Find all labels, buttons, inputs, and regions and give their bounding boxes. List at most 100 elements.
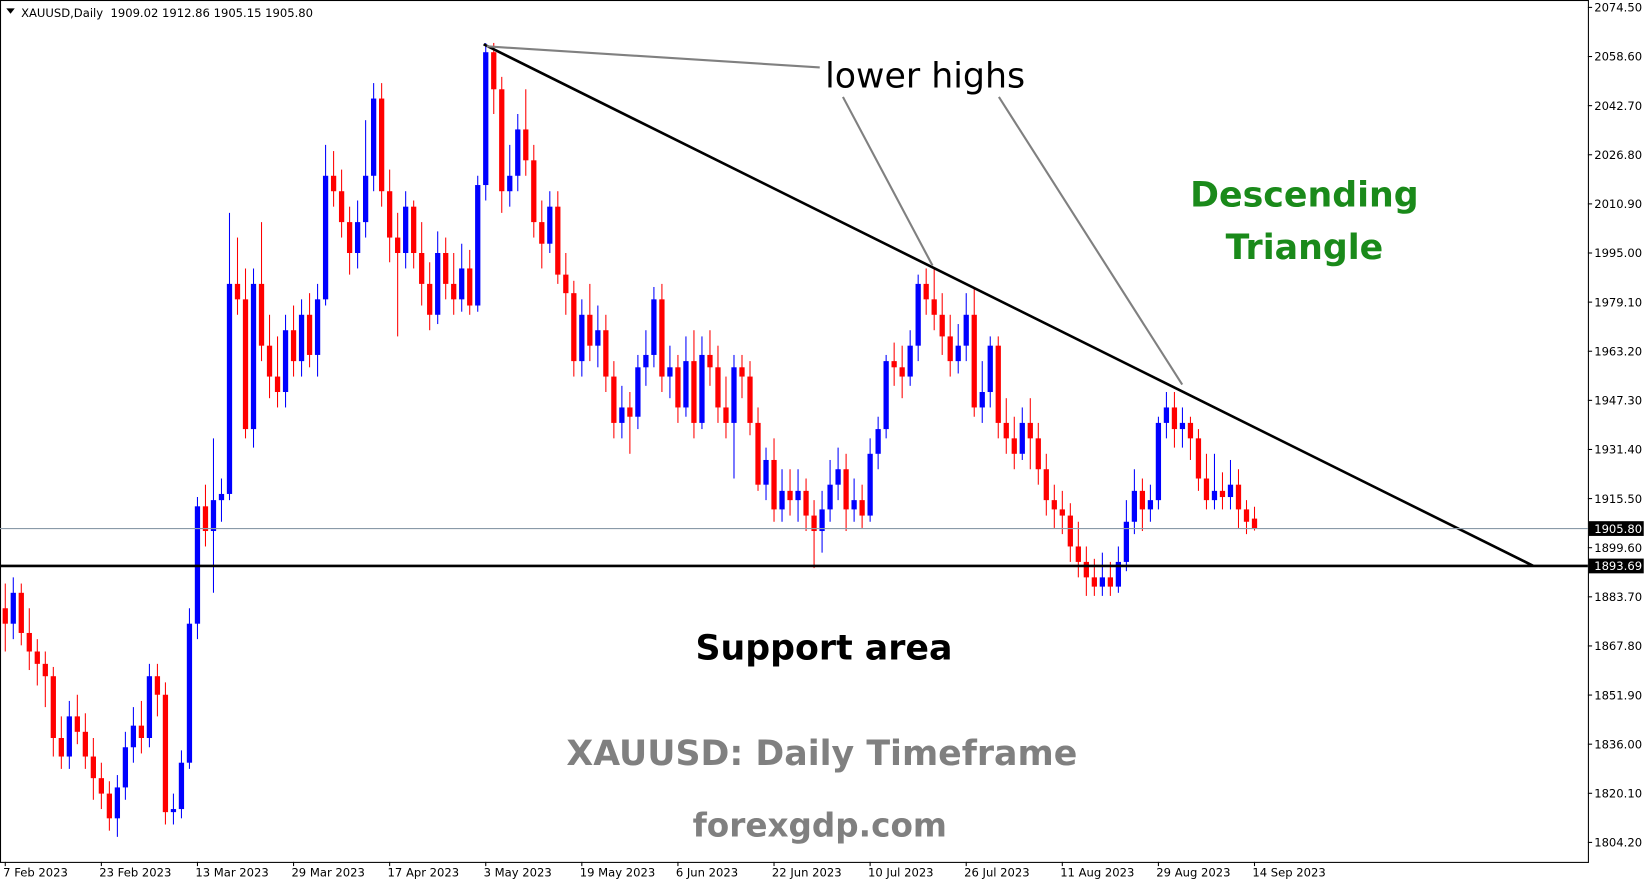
y-tick-label: 1931.40 [1594,443,1642,457]
candle-body [1091,577,1097,587]
y-tick-label: 1915.50 [1594,492,1642,506]
candle-body [515,129,521,176]
x-tick-label: 11 Aug 2023 [1060,866,1134,880]
price-label: 1905.80 [1594,522,1642,536]
candle-body [1227,484,1234,498]
x-tick-label: 23 Feb 2023 [99,866,171,880]
candle-body [403,206,409,254]
candle-body [683,361,689,408]
candle-body [266,345,273,377]
candle-body [947,336,953,362]
candle-body [162,694,169,813]
candle-body [314,299,321,355]
x-tick-label: 3 May 2023 [484,866,552,880]
candle-body [723,407,729,423]
candle-body [739,367,745,377]
x-tick-label: 22 Jun 2023 [772,866,842,880]
candle-body [1179,422,1186,430]
y-tick-label: 1995.00 [1594,246,1642,260]
candle-body [531,160,537,223]
candle-body [787,490,793,501]
candle-body [899,367,905,377]
candle-body [82,731,88,757]
candle-body [859,500,865,516]
candle-body [170,809,177,813]
candle-body [1219,490,1226,498]
candle-body [346,222,353,254]
menu-arrow [6,8,15,14]
candle-body [395,237,401,254]
trend-line [483,43,1534,567]
candle-body [459,268,465,300]
candle-body [1043,469,1049,501]
y-tick-label: 1820.10 [1594,787,1642,801]
candle-body [1067,515,1073,547]
candle-body [387,191,393,238]
x-tick-label: 29 Aug 2023 [1156,866,1230,880]
candle-body [1115,561,1122,587]
candle-body [1003,422,1009,439]
candle-body [282,330,289,393]
candle-body [499,89,505,192]
candle-body [619,407,625,423]
candle-body [579,314,585,362]
candle-body [819,509,825,532]
candle-body [1235,484,1242,510]
candle-body [2,608,8,624]
candle-body [1163,407,1170,423]
candle-body [603,330,609,377]
y-tick-label: 1899.60 [1594,541,1642,555]
candle-body [154,676,161,695]
candle-body [98,778,104,794]
candle-body [811,515,817,532]
candle-body [587,314,593,346]
x-tick-label: 10 Jul 2023 [868,866,934,880]
x-tick-label: 17 Apr 2023 [388,866,460,880]
candle-body [419,253,425,284]
candle-body [547,206,553,244]
candle-body [883,361,889,430]
candle-body [1131,490,1138,522]
candle-body [34,651,40,664]
candle-body [1083,561,1089,578]
candle-body [1051,500,1057,510]
candle-body [643,354,649,368]
candle-body [795,490,801,501]
candle-body [931,299,937,315]
candle-body [178,762,185,810]
candle-body [747,376,753,423]
x-tick-label: 13 Mar 2023 [195,866,268,880]
candle-body [475,185,481,306]
pointer-line [842,96,934,267]
price-label-box [1588,558,1644,574]
candle-body [1155,422,1162,501]
candle-body [803,490,809,516]
candle-body [234,283,241,300]
candle-body [50,676,56,738]
annotation: forexgdp.com [693,807,947,845]
candle-body [755,422,761,485]
plot-frame [0,0,1589,863]
x-tick-label: 29 Mar 2023 [291,866,364,880]
candle-body [370,98,377,176]
candle-body [298,314,305,362]
candle-body [995,345,1001,423]
candle-body [186,623,193,763]
candle-body [218,493,225,501]
candle-body [1027,422,1033,439]
candle-body [939,314,945,337]
candle-body [563,274,569,294]
y-tick-label: 1883.70 [1594,590,1642,604]
candle-body [915,283,921,346]
price-label-box [1588,521,1644,536]
candle-body [851,500,857,510]
candle-body [322,175,329,300]
candle-body [1019,422,1025,454]
candle-body [771,459,777,510]
annotation: Support area [695,629,952,669]
candle-body [226,283,233,494]
candle-body [1011,438,1017,454]
candle-body [731,367,737,423]
candle-body [274,376,281,393]
